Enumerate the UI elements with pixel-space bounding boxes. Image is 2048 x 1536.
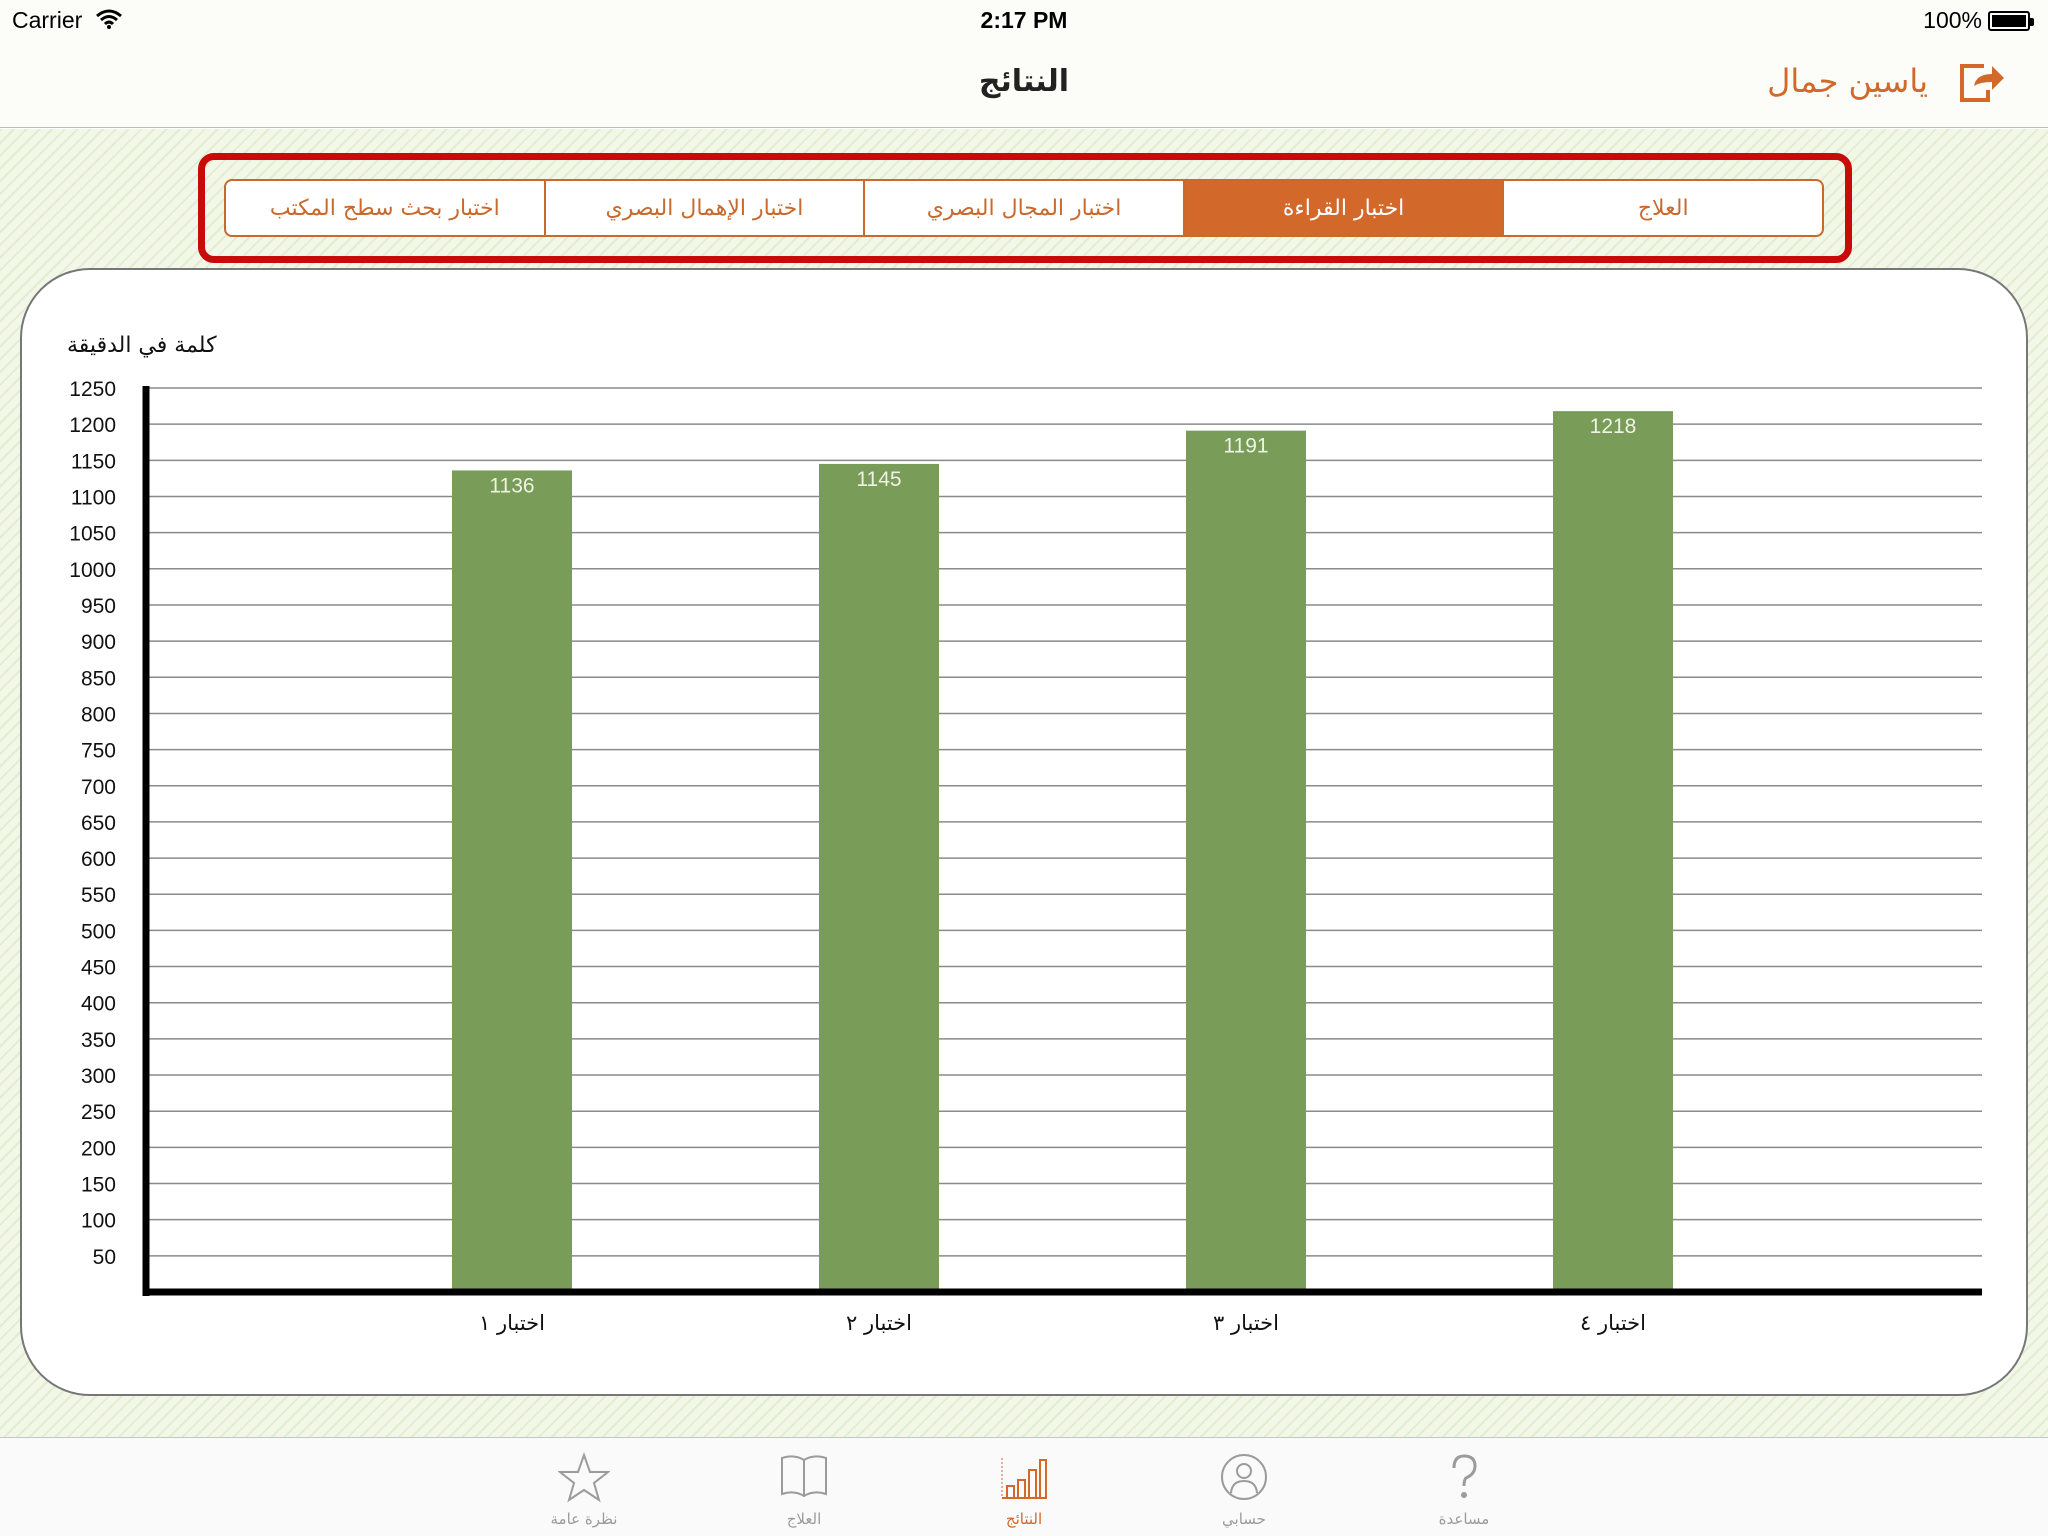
y-tick-label: 900 — [81, 631, 116, 654]
y-tick-label: 300 — [81, 1065, 116, 1088]
carrier-label: Carrier — [12, 7, 83, 33]
x-tick-label: اختبار ١ — [479, 1311, 545, 1335]
tab-label: العلاج — [786, 1510, 822, 1528]
tab-label: نظرة عامة — [550, 1510, 618, 1528]
y-tick-label: 750 — [81, 740, 116, 763]
y-tick-label: 100 — [81, 1210, 116, 1233]
tab-star[interactable]: نظرة عامة — [504, 1438, 664, 1536]
bar-value-label: 1218 — [1590, 415, 1637, 438]
y-tick-label: 550 — [81, 884, 116, 907]
bar-value-label: 1145 — [856, 468, 901, 491]
tab-bar-chart[interactable]: النتائج — [944, 1438, 1104, 1536]
y-tick-label: 150 — [81, 1174, 116, 1197]
x-tick-label: اختبار ٤ — [1580, 1311, 1646, 1335]
y-tick-label: 1150 — [71, 450, 116, 473]
status-bar: Carrier 2:17 PM 100% — [0, 0, 2048, 42]
logout-icon[interactable] — [1954, 58, 2008, 106]
segment-3[interactable]: اختبار المجال البصري — [863, 181, 1183, 235]
battery-icon — [1988, 11, 2034, 31]
battery-percent: 100% — [1923, 7, 1982, 33]
bar — [1553, 411, 1673, 1292]
bar — [1186, 430, 1306, 1292]
y-tick-label: 1250 — [69, 378, 116, 401]
chart-card: 50 100 150 200 250 300 350 400 450 500 550 600 650 70… — [20, 268, 2028, 1396]
y-tick-label: 650 — [81, 812, 116, 835]
tab-person[interactable]: حسابي — [1164, 1438, 1324, 1536]
bar-value-label: 1191 — [1223, 435, 1268, 458]
star-icon — [558, 1452, 610, 1503]
y-tick-label: 250 — [81, 1101, 116, 1124]
y-tick-label: 1100 — [71, 486, 116, 509]
y-tick-label: 850 — [81, 667, 116, 690]
tab-question[interactable]: مساعدة — [1384, 1438, 1544, 1536]
y-tick-label: 500 — [81, 920, 116, 943]
reading-test-bar-chart: 50 100 150 200 250 300 350 400 450 500 550 600 650 70… — [67, 333, 1982, 1335]
bar — [452, 470, 572, 1292]
segment-5[interactable]: اختبار بحث سطح المكتب — [269, 195, 500, 221]
tab-label: حسابي — [1222, 1510, 1266, 1528]
y-tick-label: 400 — [81, 993, 116, 1016]
y-tick-label: 950 — [81, 595, 116, 618]
segment-1[interactable]: العلاج — [1502, 181, 1822, 235]
question-icon — [1452, 1454, 1477, 1498]
y-tick-label: 700 — [81, 776, 116, 799]
y-tick-label: 1050 — [69, 523, 116, 546]
wifi-icon — [96, 9, 122, 29]
y-tick-label: 1000 — [69, 559, 116, 582]
segment-4[interactable]: اختبار الإهمال البصري — [543, 181, 864, 235]
status-time: 2:17 PM — [980, 7, 1068, 33]
tab-label: النتائج — [1005, 1510, 1043, 1528]
bar-chart-icon — [1001, 1458, 1047, 1499]
y-tick-label: 800 — [81, 703, 116, 726]
segment-highlight-frame — [198, 153, 1852, 263]
segment-2[interactable]: اختبار القراءة — [1182, 181, 1503, 235]
navigation-bar: النتائج ياسين جمال — [0, 42, 2048, 128]
tab-book[interactable]: العلاج — [724, 1438, 884, 1536]
tab-label: مساعدة — [1438, 1510, 1490, 1528]
person-icon — [1221, 1454, 1267, 1500]
user-name-button[interactable]: ياسين جمال — [1767, 62, 1928, 100]
y-tick-label: 200 — [81, 1137, 116, 1160]
y-tick-label: 450 — [81, 957, 116, 980]
y-axis-label: كلمة في الدقيقة — [67, 333, 217, 358]
y-tick-label: 600 — [81, 848, 116, 871]
bar — [819, 463, 939, 1292]
y-tick-label: 50 — [93, 1246, 116, 1269]
y-tick-label: 350 — [81, 1029, 116, 1052]
x-tick-label: اختبار ٢ — [846, 1311, 912, 1335]
book-icon — [781, 1455, 827, 1498]
y-tick-label: 1200 — [69, 414, 116, 437]
results-type-segmented-control: العلاج اختبار القراءة اختبار المجال البصري… — [224, 179, 1824, 237]
page-title: النتائج — [978, 64, 1070, 99]
bar-value-label: 1136 — [489, 474, 534, 497]
x-tick-label: اختبار ٣ — [1213, 1311, 1279, 1335]
tab-bar: نظرة عامة العلاج النتائج حسابي مساعدة — [0, 1437, 2048, 1536]
